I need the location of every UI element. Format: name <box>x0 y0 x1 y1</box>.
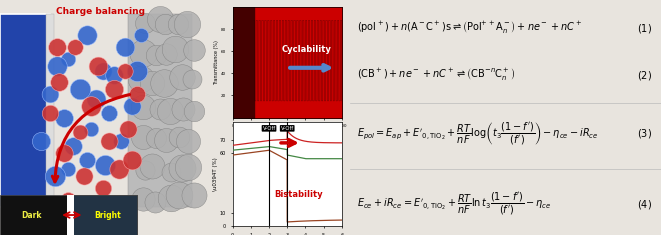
Point <box>177 75 188 79</box>
Point <box>165 170 176 174</box>
X-axis label: Cycles: Cycles <box>277 130 297 135</box>
Point <box>189 48 200 52</box>
Point <box>140 168 151 172</box>
Point <box>132 69 142 72</box>
Point <box>113 167 124 171</box>
Text: $\left(\mathrm{CB}^+\right)+ne^-+nC^+\rightleftharpoons\left(\mathrm{CB}^{-n}\ma: $\left(\mathrm{CB}^+\right)+ne^-+nC^+\ri… <box>356 67 515 83</box>
Point <box>120 45 131 49</box>
Point <box>97 186 108 190</box>
Point <box>159 81 170 85</box>
Point <box>59 116 69 119</box>
Point <box>165 109 175 113</box>
Point <box>155 17 165 21</box>
Text: $\left(\mathrm{pol}^+\right)+n\left(\mathrm{A}^-\mathrm{C}^+\right)\mathrm{s}\ri: $\left(\mathrm{pol}^+\right)+n\left(\mat… <box>356 20 582 36</box>
Point <box>177 166 188 170</box>
Point <box>161 52 171 56</box>
Point <box>122 127 133 131</box>
Point <box>183 165 194 169</box>
Point <box>151 136 161 139</box>
Text: $(4)$: $(4)$ <box>637 198 652 211</box>
Point <box>170 47 180 51</box>
Point <box>59 151 69 155</box>
Point <box>52 64 62 68</box>
Point <box>70 45 81 49</box>
Point <box>104 111 115 115</box>
Point <box>97 69 108 72</box>
Point <box>165 196 176 200</box>
Text: Bistability: Bistability <box>274 190 323 199</box>
Point <box>155 107 165 111</box>
Point <box>93 64 103 68</box>
FancyBboxPatch shape <box>46 14 54 207</box>
Text: V-Off: V-Off <box>281 126 293 131</box>
Y-axis label: Transmittance (%): Transmittance (%) <box>214 40 219 85</box>
Text: Cyclability: Cyclability <box>282 44 332 54</box>
Point <box>75 130 85 133</box>
Point <box>81 33 92 37</box>
Text: Bright: Bright <box>94 211 120 219</box>
Point <box>137 105 148 109</box>
Point <box>136 33 147 37</box>
Point <box>187 78 198 81</box>
Point <box>50 174 60 178</box>
Point <box>116 139 126 143</box>
Point <box>147 164 157 168</box>
Point <box>86 127 97 131</box>
Point <box>120 69 131 72</box>
Point <box>149 200 160 204</box>
Point <box>108 73 119 77</box>
Point <box>138 136 149 139</box>
Point <box>174 193 184 197</box>
Point <box>189 193 200 197</box>
Text: $(1)$: $(1)$ <box>637 22 652 35</box>
Point <box>139 21 150 25</box>
Text: Dark: Dark <box>22 211 42 219</box>
Text: $(3)$: $(3)$ <box>637 127 652 141</box>
Point <box>79 174 90 178</box>
Point <box>63 167 73 171</box>
Point <box>81 158 92 162</box>
Point <box>182 22 192 26</box>
Point <box>108 87 119 91</box>
FancyBboxPatch shape <box>0 195 137 235</box>
Point <box>146 81 157 85</box>
Point <box>132 92 142 96</box>
Point <box>75 87 85 91</box>
Point <box>86 104 97 108</box>
Point <box>100 163 110 166</box>
Point <box>52 45 62 49</box>
Text: $(2)$: $(2)$ <box>637 69 652 82</box>
Point <box>127 158 137 162</box>
Point <box>173 22 183 26</box>
Point <box>63 57 73 61</box>
Y-axis label: \u0394T (%): \u0394T (%) <box>213 157 218 191</box>
Text: $E_{pol}=E_{ap}+E'_{0,\mathrm{TiO}_2}+\dfrac{RT}{nF}\log\!\left(t_3\dfrac{(1-f'): $E_{pol}=E_{ap}+E'_{0,\mathrm{TiO}_2}+\d… <box>356 121 598 147</box>
Point <box>104 139 115 143</box>
Text: $E_{ce}+iR_{ce}=E'_{0,\mathrm{TiO}_2}+\dfrac{RT}{nF}\ln t_3\dfrac{(1-f')}{(f')}-: $E_{ce}+iR_{ce}=E'_{0,\mathrm{TiO}_2}+\d… <box>356 192 551 217</box>
FancyBboxPatch shape <box>128 14 192 207</box>
FancyBboxPatch shape <box>67 195 74 235</box>
Point <box>137 51 148 55</box>
Point <box>178 107 188 111</box>
Point <box>151 53 162 57</box>
Point <box>138 197 149 201</box>
FancyBboxPatch shape <box>0 14 50 207</box>
Point <box>54 80 65 84</box>
Point <box>182 139 193 143</box>
Point <box>67 144 78 148</box>
Point <box>174 135 184 139</box>
Point <box>159 22 170 26</box>
Point <box>127 104 137 108</box>
Point <box>161 138 171 142</box>
Text: Charge balancing: Charge balancing <box>56 7 145 16</box>
Point <box>45 92 56 96</box>
Point <box>136 77 146 81</box>
Text: V-Off: V-Off <box>262 126 276 131</box>
FancyBboxPatch shape <box>73 195 137 235</box>
Point <box>63 198 73 202</box>
Point <box>45 111 56 115</box>
Point <box>36 139 46 143</box>
Point <box>91 97 101 101</box>
Point <box>189 109 200 113</box>
